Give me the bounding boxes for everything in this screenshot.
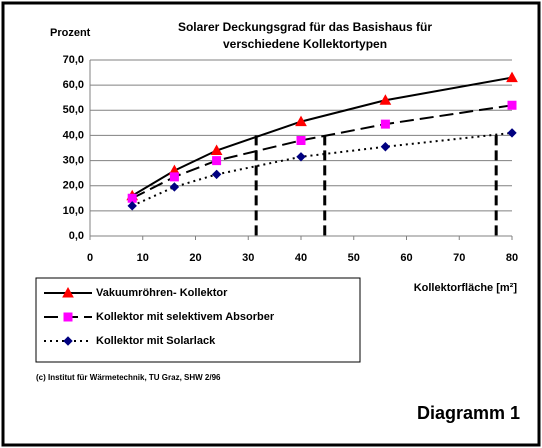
x-tick-label: 10	[137, 252, 149, 264]
y-tick-label: 10,0	[63, 205, 84, 217]
x-tick-label: 80	[506, 252, 518, 264]
marker	[169, 172, 179, 182]
marker	[211, 169, 222, 180]
x-tick-label: 30	[242, 252, 254, 264]
x-tick-label: 0	[87, 252, 93, 264]
series-line	[131, 104, 513, 200]
marker	[295, 115, 307, 127]
y-tick-label: 60,0	[63, 79, 84, 91]
x-tick-label: 50	[348, 252, 360, 264]
source-note: (c) Institut für Wärmetechnik, TU Graz, …	[36, 373, 221, 382]
legend-label: Kollektor mit selektivem Absorber	[96, 311, 275, 323]
x-tick-label: 20	[189, 252, 201, 264]
marker	[210, 144, 223, 156]
marker	[506, 71, 518, 83]
marker	[127, 201, 137, 211]
series-line	[131, 131, 513, 207]
marker	[127, 193, 137, 203]
marker	[507, 100, 517, 110]
x-tick-label: 70	[453, 252, 465, 264]
y-tick-label: 70,0	[63, 54, 84, 66]
y-tick-label: 20,0	[63, 180, 84, 192]
chart-title: Solarer Deckungsgrad für das Basishaus f…	[178, 20, 432, 34]
marker	[379, 94, 392, 105]
y-tick-label: 30,0	[63, 154, 84, 166]
series-line	[131, 76, 513, 197]
legend-marker	[62, 286, 74, 298]
marker	[212, 156, 222, 166]
legend-label: Kollektor mit Solarlack	[96, 335, 216, 347]
marker	[296, 135, 306, 145]
chart-title: verschiedene Kollektortypen	[223, 37, 387, 51]
legend-marker	[63, 336, 73, 346]
x-axis-label: Kollektorfläche [m²]	[414, 282, 518, 294]
marker	[296, 152, 306, 162]
y-axis-label: Prozent	[50, 27, 91, 39]
caption: Diagramm 1	[417, 403, 520, 423]
y-tick-label: 0,0	[69, 230, 84, 242]
legend-marker	[63, 312, 73, 322]
marker	[380, 142, 391, 152]
legend-label: Vakuumröhren- Kollektor	[96, 287, 228, 299]
x-tick-label: 60	[400, 252, 412, 264]
marker	[380, 119, 390, 129]
y-tick-label: 40,0	[63, 129, 84, 141]
marker	[169, 182, 180, 192]
x-tick-label: 40	[295, 252, 307, 264]
y-tick-label: 50,0	[63, 104, 84, 116]
marker	[507, 128, 517, 138]
